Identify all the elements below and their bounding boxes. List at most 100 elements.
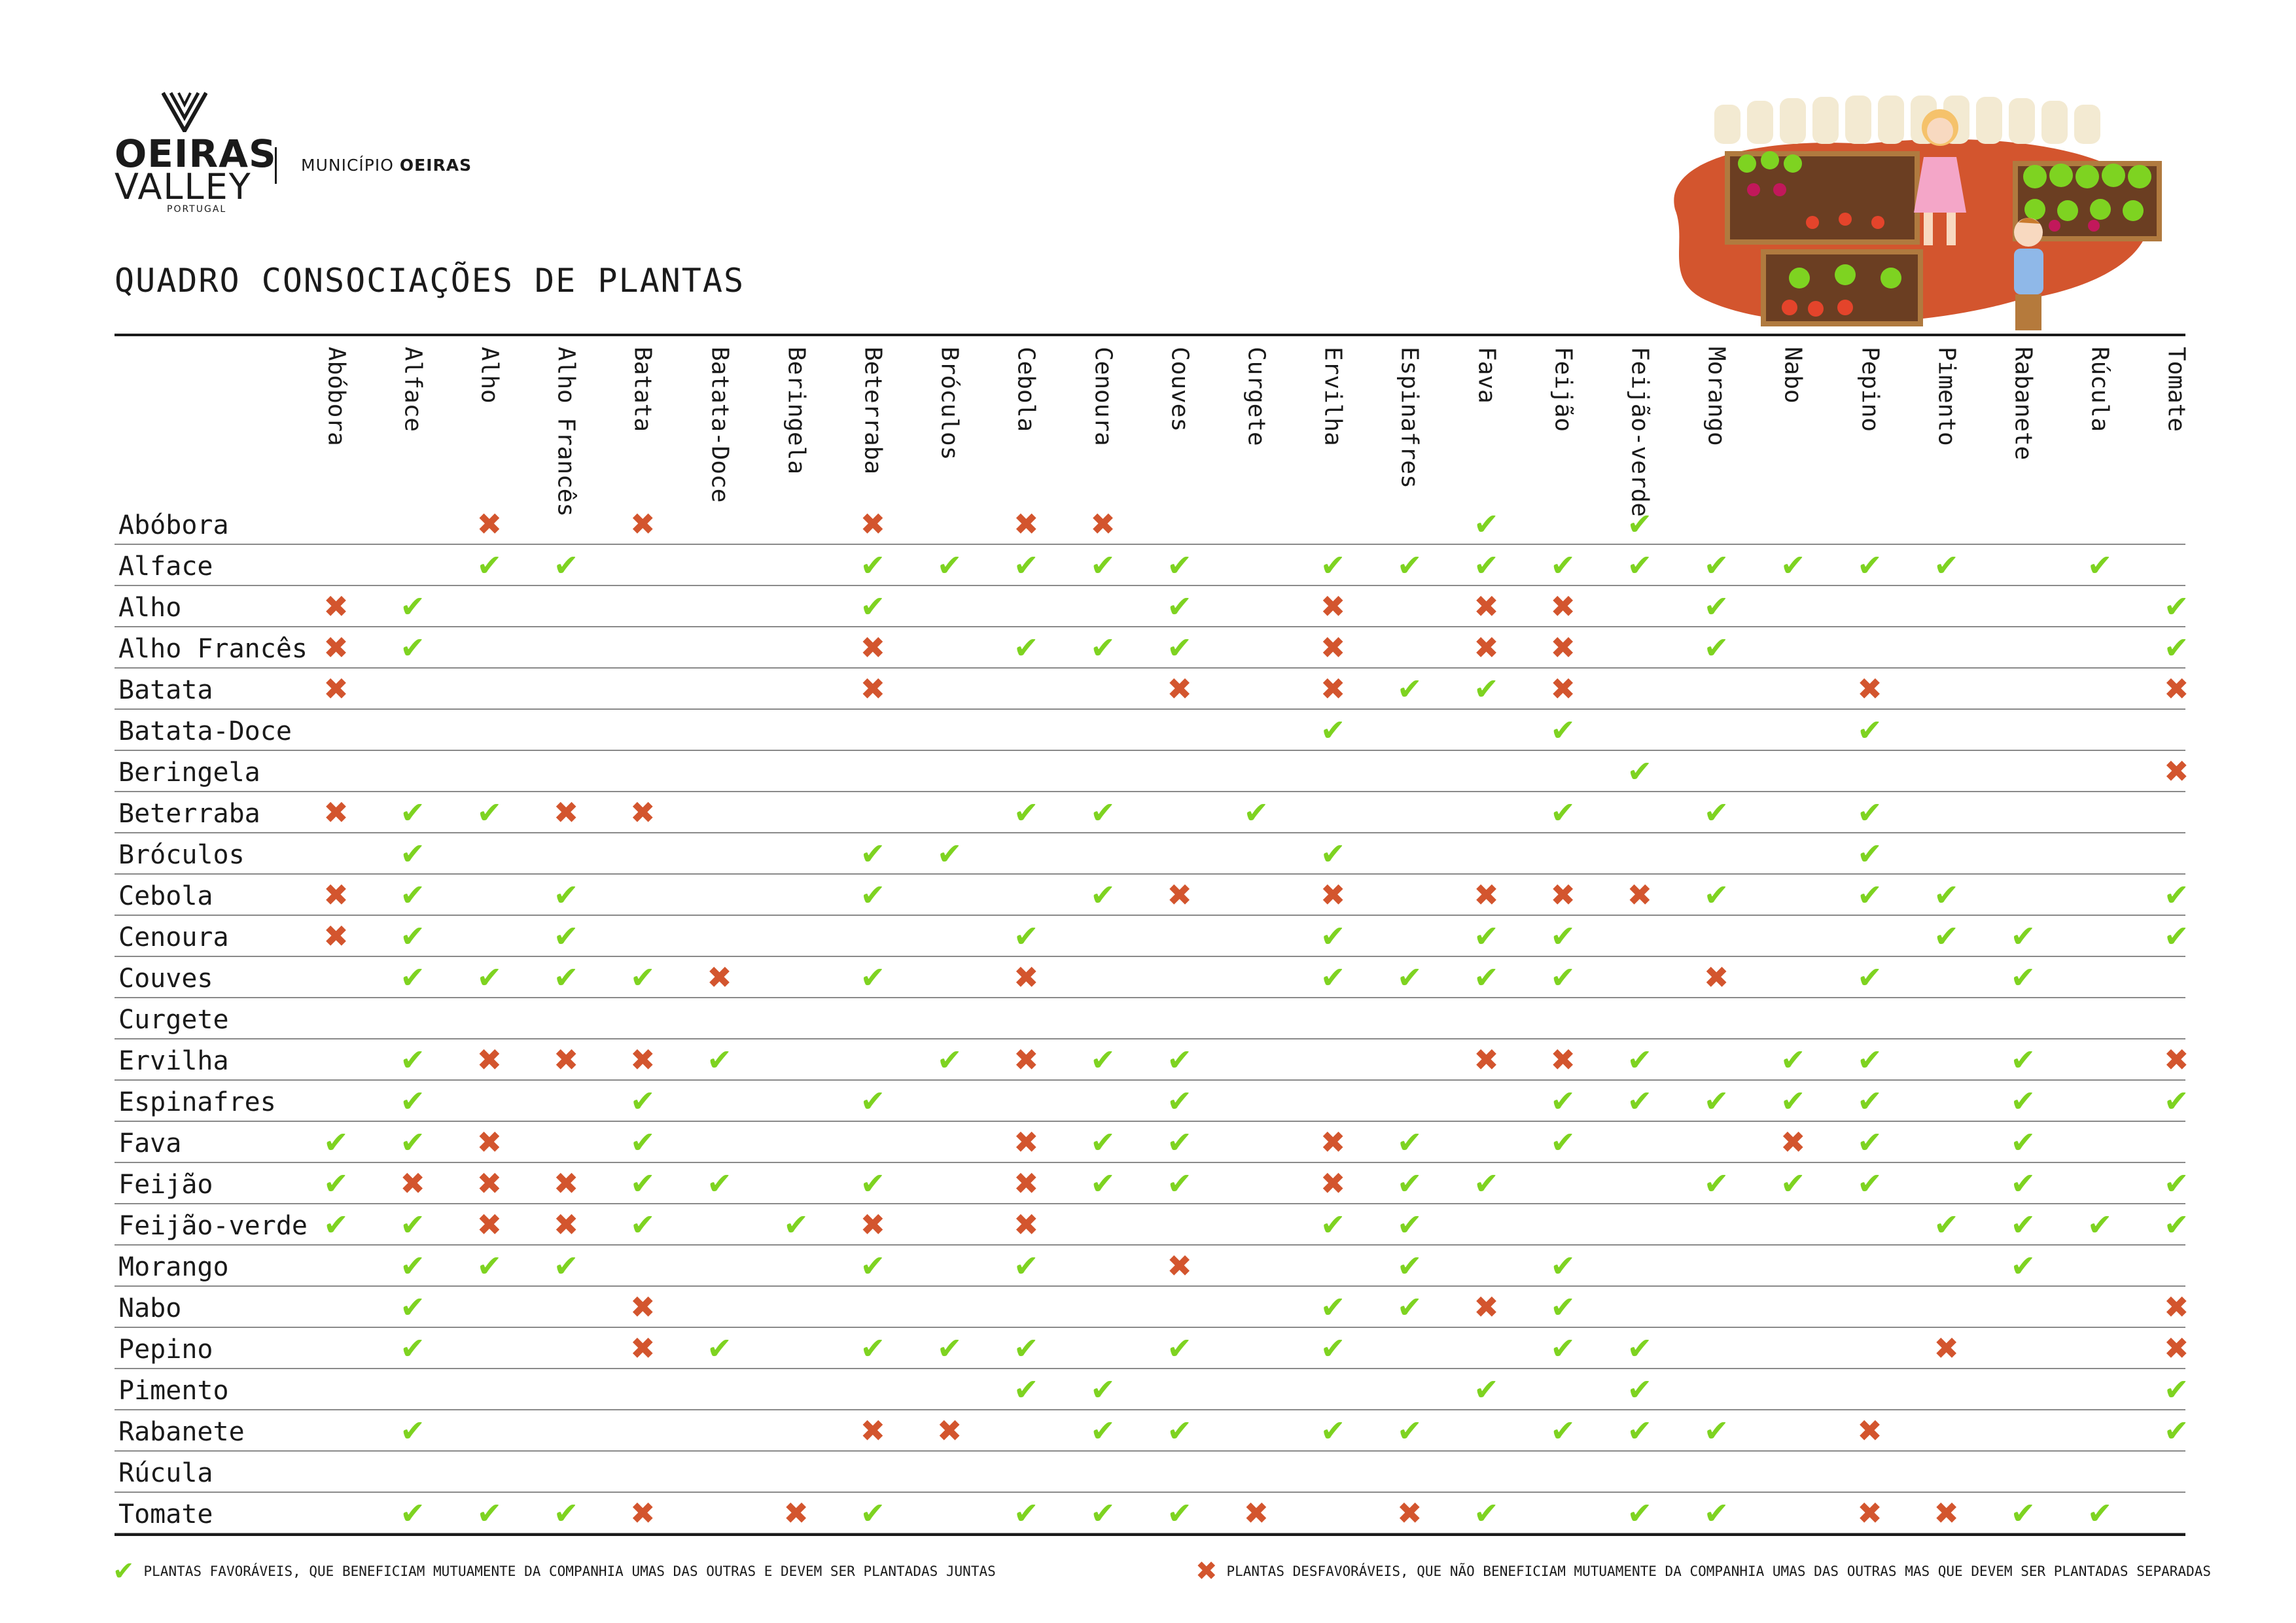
table-cell: ✖ (1448, 586, 1525, 626)
checkmark-icon: ✔ (476, 1248, 503, 1283)
checkmark-icon: ✔ (630, 1165, 656, 1201)
checkmark-icon: ✔ (1397, 547, 1422, 583)
row-label: Espinafres (118, 1087, 276, 1117)
column-header-label: Ervilha (1319, 347, 1347, 446)
cross-icon: ✖ (2164, 1289, 2189, 1325)
table-cell: ✔ (605, 1204, 681, 1244)
table-cell: ✔ (1218, 792, 1294, 832)
column-header-label: Morango (1703, 347, 1730, 446)
checkmark-icon: ✔ (1550, 794, 1576, 830)
table-cell: ✖ (528, 792, 605, 832)
row-label: Beringela (118, 758, 260, 788)
checkmark-icon: ✔ (2087, 547, 2113, 583)
table-cell: ✔ (2138, 1163, 2215, 1203)
checkmark-icon: ✔ (1320, 835, 1346, 871)
table-cell: ✖ (451, 1122, 527, 1162)
table-cell: ✔ (1525, 916, 1601, 956)
table-cell: ✔ (1525, 957, 1601, 997)
checkmark-icon: ✔ (630, 1124, 656, 1160)
row-label: Couves (118, 964, 213, 994)
checkmark-icon: ✔ (1397, 959, 1422, 995)
column-header: Morango (1678, 347, 1755, 502)
table-cell: ✔ (528, 545, 605, 585)
checkmark-icon: ✔ (1857, 794, 1882, 830)
column-header: Batata (605, 347, 681, 502)
checkmark-icon: ✔ (553, 959, 579, 995)
checkmark-icon: ✔ (1320, 547, 1346, 583)
table-cell: ✔ (1525, 710, 1601, 750)
table-cell: ✔ (1371, 1287, 1448, 1327)
table-cell: ✖ (911, 1410, 988, 1450)
table-cell: ✔ (2062, 545, 2138, 585)
table-cell: ✔ (1525, 545, 1601, 585)
cross-icon: ✖ (1320, 1165, 1346, 1201)
column-header-label: Cebola (1012, 347, 1040, 432)
checkmark-icon: ✔ (1320, 1330, 1346, 1366)
table-cell: ✔ (1448, 504, 1525, 544)
checkmark-icon: ✔ (400, 1124, 425, 1160)
column-header-label: Cenoura (1089, 347, 1116, 446)
table-cell: ✔ (1371, 1410, 1448, 1450)
checkmark-icon: ✔ (400, 1412, 425, 1448)
table-cell: ✖ (1295, 1122, 1371, 1162)
table-cell: ✖ (1525, 627, 1601, 667)
table-row: Batata-Doce ✔ ✔ ✔ (115, 710, 2185, 751)
table-cell: ✖ (298, 875, 374, 915)
column-header: Curgete (1218, 347, 1294, 502)
checkmark-icon: ✔ (2087, 1495, 2113, 1531)
checkmark-icon: ✔ (1397, 1206, 1422, 1242)
checkmark-icon: ✔ (707, 1165, 732, 1201)
checkmark-icon: ✔ (2164, 1371, 2189, 1407)
checkmark-icon: ✔ (2164, 1206, 2189, 1242)
row-label: Nabo (118, 1293, 182, 1323)
table-cell: ✔ (1295, 545, 1371, 585)
table-cell: ✖ (1908, 1328, 1985, 1368)
table-cell: ✖ (1525, 875, 1601, 915)
checkmark-icon: ✔ (936, 1041, 963, 1077)
table-cell: ✖ (1371, 1493, 1448, 1533)
table-cell: ✔ (1755, 1081, 1831, 1121)
checkmark-icon: ✔ (323, 1124, 349, 1160)
row-label: Rúcula (118, 1458, 213, 1488)
cross-icon: ✖ (630, 794, 656, 830)
table-top-rule (115, 334, 2185, 336)
column-header: Pepino (1831, 347, 1908, 502)
table-cell: ✖ (605, 1328, 681, 1368)
cross-icon: ✖ (2164, 1330, 2189, 1366)
table-row: Pepino ✔ ✖ ✔ ✔ ✔ ✔ ✔ ✔ ✔ ✔ ✖ ✖ (115, 1328, 2189, 1369)
table-cell: ✔ (298, 1122, 374, 1162)
table-row: Morango ✔ ✔ ✔ ✔ ✔ ✖ ✔ ✔ ✔ (115, 1246, 2185, 1287)
table-cell: ✔ (1601, 1369, 1678, 1409)
table-cell: ✔ (1525, 1410, 1601, 1450)
table-cell: ✔ (1525, 792, 1601, 832)
table-cell: ✔ (834, 833, 911, 873)
checkmark-icon: ✔ (1627, 547, 1653, 583)
brand-name-line1: OEIRAS (115, 131, 277, 176)
checkmark-icon: ✔ (1703, 794, 1729, 830)
table-cell: ✔ (1065, 627, 1141, 667)
column-header-label: Alho (476, 347, 503, 404)
table-cell: ✔ (834, 957, 911, 997)
column-header-label: Curgete (1243, 347, 1270, 446)
table-cell: ✖ (834, 669, 911, 708)
table-cell: ✔ (1371, 957, 1448, 997)
column-header: Beterraba (834, 347, 911, 502)
table-cell: ✔ (1448, 1493, 1525, 1533)
cross-icon: ✖ (860, 671, 886, 707)
table-cell: ✔ (1908, 1204, 1985, 1244)
table-cell: ✔ (1448, 1369, 1525, 1409)
row-label: Morango (118, 1252, 229, 1282)
column-header-label: Bróculos (936, 347, 963, 461)
table-row: Batata ✖ ✖ ✖ ✖ ✔ ✔ ✖ ✖ ✖ (115, 669, 2189, 710)
table-cell: ✖ (1295, 669, 1371, 708)
table-cell: ✖ (1601, 875, 1678, 915)
cross-icon: ✖ (1320, 1124, 1346, 1160)
table-cell: ✔ (2062, 1493, 2138, 1533)
table-cell: ✖ (1141, 875, 1218, 915)
table-row: Alface ✔ ✔ ✔ ✔ ✔ ✔ ✔ ✔ ✔ ✔ ✔ ✔ ✔ ✔ ✔ ✔ ✔ (115, 545, 2185, 586)
table-cell: ✖ (1831, 669, 1908, 708)
cross-icon: ✖ (630, 1289, 656, 1325)
table-cell: ✖ (758, 1493, 834, 1533)
table-cell: ✔ (834, 1163, 911, 1203)
cross-icon: ✖ (1857, 1412, 1882, 1448)
